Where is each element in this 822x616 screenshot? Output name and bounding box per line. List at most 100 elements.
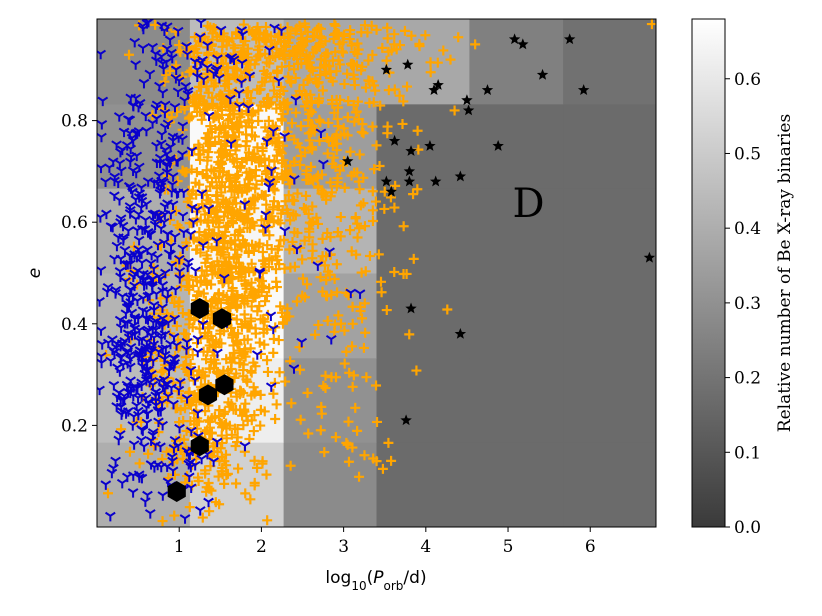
- orange-plus-marker: [213, 471, 224, 482]
- orange-plus-marker: [184, 112, 195, 123]
- orange-plus-marker: [259, 153, 270, 164]
- orange-plus-marker: [213, 171, 224, 182]
- blue-tri-marker: [203, 204, 215, 214]
- orange-plus-marker: [228, 105, 239, 116]
- orange-plus-marker: [367, 186, 378, 197]
- blue-tri-marker: [133, 336, 145, 346]
- blue-tri-marker: [140, 111, 152, 122]
- blue-tri-marker: [168, 444, 180, 454]
- blue-tri-marker: [157, 280, 169, 291]
- blue-tri-marker: [116, 166, 127, 176]
- orange-plus-marker: [235, 268, 246, 279]
- orange-plus-marker: [282, 311, 293, 322]
- blue-tri-marker: [141, 358, 153, 369]
- orange-plus-marker: [200, 468, 211, 479]
- orange-plus-marker: [216, 451, 227, 462]
- orange-plus-marker: [201, 190, 212, 201]
- orange-plus-marker: [335, 212, 346, 223]
- y-tick-label: 0.8: [61, 112, 88, 132]
- blue-tri-marker: [153, 272, 165, 282]
- orange-plus-marker: [334, 165, 345, 176]
- orange-plus-marker: [255, 389, 266, 400]
- blue-tri-marker: [136, 473, 148, 484]
- blue-tri-marker: [113, 388, 125, 399]
- orange-plus-marker: [202, 155, 213, 166]
- orange-plus-marker: [291, 296, 302, 307]
- orange-plus-marker: [329, 107, 340, 118]
- blue-tri-marker: [288, 364, 300, 374]
- blue-tri-marker: [146, 280, 158, 291]
- orange-plus-marker: [229, 192, 240, 203]
- histogram-bin: [469, 357, 564, 443]
- orange-plus-marker: [226, 429, 237, 440]
- orange-plus-marker: [243, 247, 254, 258]
- orange-plus-marker: [252, 142, 263, 153]
- orange-plus-marker: [172, 106, 183, 117]
- black-star-marker: [424, 140, 436, 151]
- blue-tri-marker: [144, 509, 156, 519]
- orange-plus-marker: [353, 114, 364, 125]
- blue-tri-marker: [127, 421, 139, 431]
- blue-tri-marker: [172, 26, 184, 37]
- x-tick-label: 6: [585, 537, 596, 557]
- blue-tri-marker: [197, 319, 209, 330]
- orange-plus-marker: [379, 203, 390, 214]
- blue-tri-marker: [97, 163, 107, 174]
- orange-plus-marker: [445, 54, 456, 65]
- blue-tri-marker: [141, 307, 152, 318]
- orange-plus-marker: [231, 198, 242, 209]
- orange-plus-marker: [313, 181, 324, 192]
- blue-tri-marker: [345, 288, 357, 299]
- orange-plus-marker: [383, 437, 394, 448]
- orange-plus-marker: [383, 46, 394, 57]
- blue-tri-marker: [273, 76, 285, 87]
- orange-plus-marker: [321, 275, 332, 286]
- colorbar-gradient: [692, 19, 725, 527]
- blue-tri-marker: [141, 19, 153, 29]
- histogram-bin: [469, 19, 564, 105]
- orange-plus-marker: [174, 40, 185, 51]
- orange-plus-marker: [377, 463, 388, 474]
- orange-plus-marker: [243, 263, 254, 274]
- orange-plus-marker: [348, 60, 359, 71]
- orange-plus-marker: [295, 121, 306, 132]
- orange-plus-marker: [229, 72, 240, 83]
- orange-plus-marker: [362, 27, 373, 38]
- blue-tri-marker: [169, 314, 181, 325]
- orange-plus-marker: [237, 293, 248, 304]
- histogram-bin: [563, 19, 656, 105]
- blue-tri-marker: [166, 452, 178, 463]
- orange-plus-marker: [227, 283, 238, 294]
- orange-plus-marker: [254, 41, 265, 52]
- blue-tri-marker: [296, 337, 308, 348]
- orange-plus-marker: [335, 94, 346, 105]
- orange-plus-marker: [360, 327, 371, 338]
- orange-plus-marker: [187, 350, 198, 361]
- orange-plus-marker: [210, 124, 221, 135]
- blue-tri-marker: [133, 235, 145, 246]
- blue-tri-marker: [116, 352, 128, 362]
- black-star-marker: [388, 134, 401, 146]
- orange-plus-marker: [303, 428, 314, 439]
- orange-plus-marker: [252, 462, 263, 473]
- orange-plus-marker: [241, 374, 252, 385]
- x-tick-label: 2: [256, 537, 267, 557]
- blue-tri-marker: [168, 399, 179, 410]
- blue-tri-marker: [161, 160, 172, 170]
- blue-tri-marker: [129, 313, 141, 323]
- orange-plus-marker: [357, 119, 368, 130]
- orange-plus-marker: [227, 181, 238, 192]
- blue-tri-marker: [153, 171, 165, 181]
- orange-plus-marker: [303, 115, 314, 126]
- blue-tri-marker: [172, 157, 184, 167]
- blue-tri-marker: [135, 346, 147, 357]
- orange-plus-marker: [268, 85, 279, 96]
- orange-plus-marker: [329, 19, 340, 30]
- blue-tri-marker: [211, 437, 223, 448]
- colorbar-tick-label: 0.2: [734, 369, 761, 389]
- orange-plus-marker: [307, 121, 318, 132]
- orange-plus-marker: [370, 196, 381, 207]
- orange-plus-marker: [358, 198, 369, 209]
- orange-plus-marker: [315, 272, 326, 283]
- orange-plus-marker: [321, 290, 332, 301]
